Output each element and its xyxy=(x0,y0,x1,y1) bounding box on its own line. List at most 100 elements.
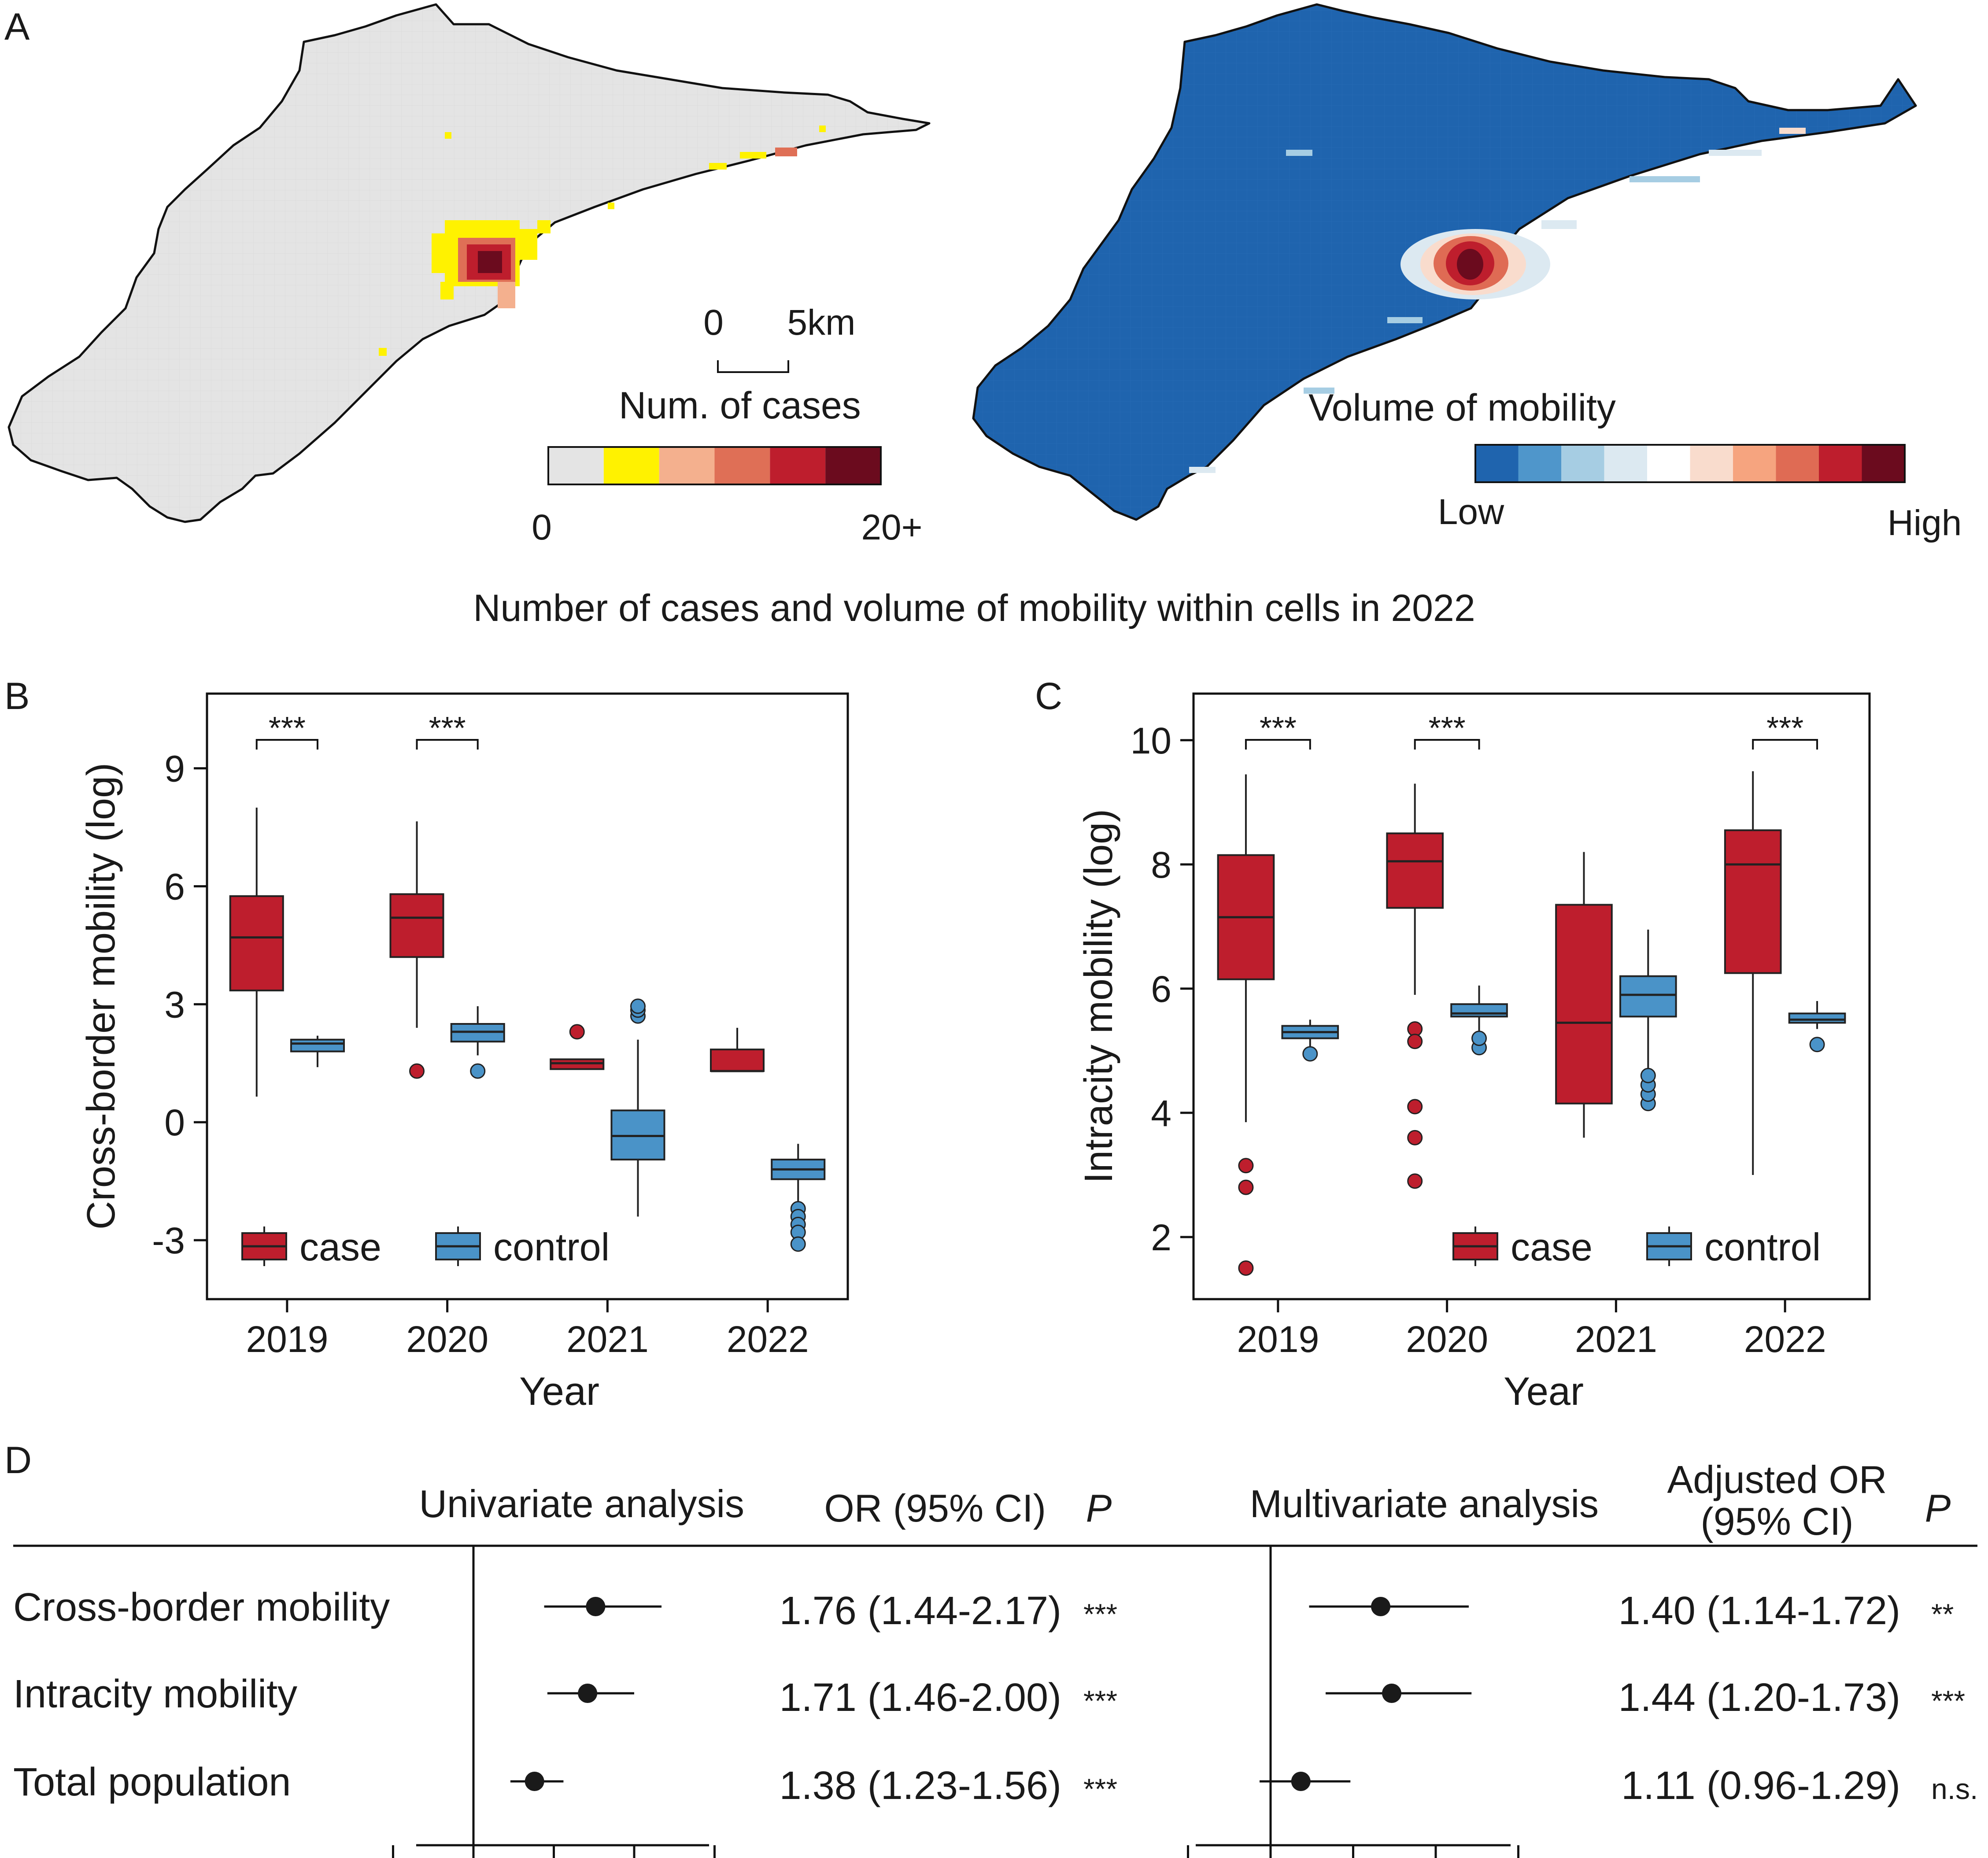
multi-or-text: 1.40 (1.14-1.72) xyxy=(1618,1589,1900,1633)
multi-or-point xyxy=(1371,1597,1390,1616)
mobility-legend-swatch xyxy=(1776,445,1819,482)
cases-legend-swatch xyxy=(770,447,825,484)
cases-legend-title: Num. of cases xyxy=(619,384,861,427)
cases-legend-max: 20+ xyxy=(861,507,922,547)
panel-c-legend: case control xyxy=(1453,1225,1821,1269)
multi-header-p: P xyxy=(1925,1486,1951,1530)
cases-legend-swatch xyxy=(659,447,715,484)
x-tick-label: 2022 xyxy=(727,1319,809,1360)
mobility-legend-swatch xyxy=(1690,445,1733,482)
case-box xyxy=(711,1049,764,1071)
significance-label: *** xyxy=(1766,711,1803,746)
uni-p-value: *** xyxy=(1083,1598,1117,1630)
panel-a-letter: A xyxy=(4,6,30,48)
control-outlier xyxy=(1810,1038,1824,1052)
control-outlier xyxy=(631,999,645,1013)
forest-row-label: Intracity mobility xyxy=(13,1672,297,1716)
multi-or-text: 1.11 (0.96-1.29) xyxy=(1621,1764,1900,1808)
multi-p-value: n.s. xyxy=(1931,1773,1978,1805)
panel-d-forest: D Univariate analysis OR (95% CI) P Mult… xyxy=(4,1439,1978,1858)
panel-b-y-axis: -30369 xyxy=(152,748,207,1261)
mobility-legend-swatch xyxy=(1561,445,1604,482)
control-outlier xyxy=(471,1064,485,1078)
forest-row-label: Total population xyxy=(13,1760,291,1804)
panel-a: A 0 5km Num. of cases 0 xyxy=(4,4,1962,629)
control-outlier xyxy=(791,1237,805,1251)
case-box xyxy=(390,894,443,957)
mobility-legend-title: Volume of mobility xyxy=(1308,387,1616,429)
scale-bar: 0 5km xyxy=(703,303,855,372)
mobility-legend-swatch xyxy=(1819,445,1862,482)
y-tick-label: 9 xyxy=(164,748,185,790)
control-outlier xyxy=(1641,1068,1655,1082)
multi-or-point xyxy=(1291,1772,1311,1791)
panel-c-x-axis: 2019 2020 2021 2022 xyxy=(1237,1299,1826,1360)
y-tick-label: 0 xyxy=(164,1102,185,1143)
multi-header-title: Multivariate analysis xyxy=(1250,1482,1599,1526)
uni-or-point xyxy=(578,1684,597,1703)
uni-or-point xyxy=(586,1597,605,1616)
case-outlier xyxy=(1408,1034,1422,1049)
control-box xyxy=(1620,976,1676,1017)
control-box xyxy=(1789,1013,1845,1023)
panel-b-y-label: Cross-border mobility (log) xyxy=(79,763,123,1230)
multi-p-value: ** xyxy=(1931,1598,1954,1630)
uni-or-point xyxy=(525,1772,544,1791)
case-outlier xyxy=(1239,1261,1253,1275)
panel-c-y-axis: 2 4 6 8 10 xyxy=(1131,720,1194,1258)
case-box xyxy=(1387,833,1443,908)
case-outlier xyxy=(410,1064,424,1078)
case-outlier xyxy=(570,1025,584,1039)
case-outlier xyxy=(1239,1159,1253,1173)
significance-label: *** xyxy=(1429,711,1466,746)
panel-d-letter: D xyxy=(4,1439,32,1481)
y-tick-label: 3 xyxy=(164,984,185,1025)
cases-legend-swatch xyxy=(604,447,659,484)
panel-b-plot-frame xyxy=(207,694,848,1299)
panel-b-significance: *** *** xyxy=(257,711,478,750)
panel-c-plot-frame xyxy=(1194,694,1870,1299)
significance-label: *** xyxy=(1260,711,1297,746)
cases-legend-min: 0 xyxy=(532,507,552,547)
multi-p-value: *** xyxy=(1931,1684,1965,1717)
panel-b-x-label: Year xyxy=(519,1370,599,1414)
x-tick-label: 2020 xyxy=(1406,1319,1488,1360)
multi-or-point xyxy=(1382,1684,1401,1703)
control-outlier xyxy=(1303,1047,1317,1061)
panel-b-legend: case control xyxy=(242,1225,610,1269)
multi-header-or-line2: (95% CI) xyxy=(1700,1500,1853,1543)
uni-p-value: *** xyxy=(1083,1773,1117,1805)
panel-c-boxes xyxy=(1218,771,1845,1275)
case-outlier xyxy=(1408,1100,1422,1114)
mobility-legend-swatch xyxy=(1604,445,1648,482)
x-tick-label: 2019 xyxy=(246,1319,328,1360)
panel-c-x-label: Year xyxy=(1504,1370,1584,1414)
y-tick-label: 2 xyxy=(1151,1217,1171,1258)
case-outlier xyxy=(1408,1174,1422,1188)
y-tick-label: 10 xyxy=(1131,720,1171,761)
y-tick-label: 8 xyxy=(1151,844,1171,886)
control-legend-label: control xyxy=(1704,1225,1821,1269)
mobility-legend-swatch xyxy=(1475,445,1519,482)
uni-or-text: 1.76 (1.44-2.17) xyxy=(780,1589,1061,1633)
y-tick-label: 4 xyxy=(1151,1093,1171,1134)
significance-label: *** xyxy=(429,711,466,746)
mobility-legend-swatch xyxy=(1733,445,1776,482)
panel-c-y-label: Intracity mobility (log) xyxy=(1077,809,1121,1183)
x-tick-label: 2019 xyxy=(1237,1319,1319,1360)
uni-or-text: 1.71 (1.46-2.00) xyxy=(780,1676,1061,1720)
panel-c-chart: C 246810 2019 2020 2021 2022 *** *** *** case… xyxy=(1035,675,1870,1414)
y-tick-label: -3 xyxy=(152,1220,185,1261)
forest-axes xyxy=(393,1845,1519,1858)
uni-header-title: Univariate analysis xyxy=(419,1482,744,1526)
x-tick-label: 2021 xyxy=(1575,1319,1657,1360)
panel-b-x-axis: 2019 2020 2021 2022 xyxy=(246,1299,809,1360)
panel-c-letter: C xyxy=(1035,675,1062,717)
x-tick-label: 2020 xyxy=(406,1319,488,1360)
panel-b-boxes xyxy=(230,808,825,1251)
control-outlier xyxy=(1472,1031,1486,1045)
panel-b-chart: B -30369 2019 2020 2021 2022 *** *** case con… xyxy=(4,675,848,1414)
case-box xyxy=(1556,905,1612,1103)
x-tick-label: 2021 xyxy=(566,1319,649,1360)
